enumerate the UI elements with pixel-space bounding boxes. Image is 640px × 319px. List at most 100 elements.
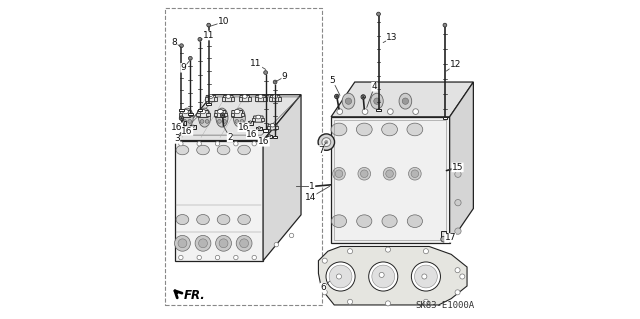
Circle shape xyxy=(219,239,228,248)
Ellipse shape xyxy=(356,215,372,227)
Bar xyxy=(269,97,272,100)
Circle shape xyxy=(335,94,339,99)
FancyBboxPatch shape xyxy=(240,95,250,102)
Ellipse shape xyxy=(243,95,247,98)
Bar xyxy=(239,97,242,100)
Circle shape xyxy=(175,235,190,251)
Circle shape xyxy=(182,121,185,123)
Polygon shape xyxy=(263,95,301,261)
Text: 1: 1 xyxy=(309,182,315,191)
Circle shape xyxy=(215,141,220,146)
Bar xyxy=(188,113,193,115)
Bar xyxy=(214,97,217,100)
Circle shape xyxy=(385,247,390,252)
Circle shape xyxy=(322,290,327,295)
Ellipse shape xyxy=(183,109,188,114)
Ellipse shape xyxy=(198,108,211,127)
Ellipse shape xyxy=(218,109,223,114)
Ellipse shape xyxy=(234,109,240,114)
Bar xyxy=(205,97,208,100)
Circle shape xyxy=(348,299,353,304)
Ellipse shape xyxy=(332,215,347,227)
Ellipse shape xyxy=(217,214,230,225)
Bar xyxy=(264,97,266,100)
FancyBboxPatch shape xyxy=(256,95,266,102)
Polygon shape xyxy=(331,82,474,117)
Circle shape xyxy=(215,255,220,260)
Circle shape xyxy=(441,236,447,242)
Text: 9: 9 xyxy=(180,63,186,72)
Circle shape xyxy=(415,265,437,288)
Circle shape xyxy=(322,258,327,263)
Circle shape xyxy=(197,255,202,260)
Ellipse shape xyxy=(234,108,245,127)
Circle shape xyxy=(252,255,257,260)
Circle shape xyxy=(424,249,428,254)
Circle shape xyxy=(188,113,191,116)
Polygon shape xyxy=(331,117,450,243)
Ellipse shape xyxy=(238,214,250,225)
Bar xyxy=(266,135,272,138)
Text: 4: 4 xyxy=(372,82,377,91)
Ellipse shape xyxy=(209,95,213,98)
Bar xyxy=(334,120,447,240)
Circle shape xyxy=(235,120,239,123)
Circle shape xyxy=(455,290,460,295)
Circle shape xyxy=(326,262,355,291)
Bar xyxy=(179,113,182,116)
Text: 3: 3 xyxy=(174,134,180,144)
Circle shape xyxy=(310,184,314,189)
Ellipse shape xyxy=(216,108,228,127)
Circle shape xyxy=(379,272,384,278)
Bar xyxy=(252,118,255,121)
Ellipse shape xyxy=(181,108,193,127)
Ellipse shape xyxy=(408,167,421,180)
Circle shape xyxy=(362,109,368,115)
Circle shape xyxy=(236,235,252,251)
Circle shape xyxy=(274,242,278,247)
Circle shape xyxy=(197,141,202,146)
FancyBboxPatch shape xyxy=(232,110,243,117)
Circle shape xyxy=(369,262,398,291)
Bar xyxy=(198,109,202,111)
Circle shape xyxy=(183,113,186,116)
Circle shape xyxy=(372,265,395,288)
Circle shape xyxy=(179,141,183,146)
Circle shape xyxy=(223,120,227,123)
Ellipse shape xyxy=(399,93,412,109)
Text: 13: 13 xyxy=(387,33,398,42)
Bar xyxy=(273,136,277,138)
Circle shape xyxy=(360,170,368,178)
Text: 12: 12 xyxy=(450,60,461,69)
Circle shape xyxy=(200,120,204,123)
FancyBboxPatch shape xyxy=(253,116,263,122)
Bar xyxy=(190,125,196,129)
Circle shape xyxy=(322,138,331,146)
Circle shape xyxy=(324,141,328,144)
Ellipse shape xyxy=(270,123,275,127)
Polygon shape xyxy=(175,141,263,261)
Bar xyxy=(207,103,211,105)
Text: 16: 16 xyxy=(258,137,269,146)
Circle shape xyxy=(361,95,365,99)
Text: 11: 11 xyxy=(203,31,214,40)
Bar xyxy=(261,118,264,121)
Circle shape xyxy=(234,141,238,146)
Bar xyxy=(231,97,234,100)
Text: 9: 9 xyxy=(282,72,287,81)
Bar xyxy=(241,113,244,116)
Circle shape xyxy=(223,113,227,116)
Circle shape xyxy=(234,255,238,260)
Circle shape xyxy=(422,274,427,279)
Circle shape xyxy=(455,268,460,273)
FancyBboxPatch shape xyxy=(198,110,209,117)
Ellipse shape xyxy=(371,93,383,109)
Text: 16: 16 xyxy=(237,123,249,132)
Ellipse shape xyxy=(407,215,422,227)
Ellipse shape xyxy=(176,145,189,155)
Ellipse shape xyxy=(217,145,230,155)
Bar xyxy=(179,109,184,111)
Circle shape xyxy=(198,37,202,41)
FancyBboxPatch shape xyxy=(206,95,216,102)
Bar xyxy=(207,113,210,116)
